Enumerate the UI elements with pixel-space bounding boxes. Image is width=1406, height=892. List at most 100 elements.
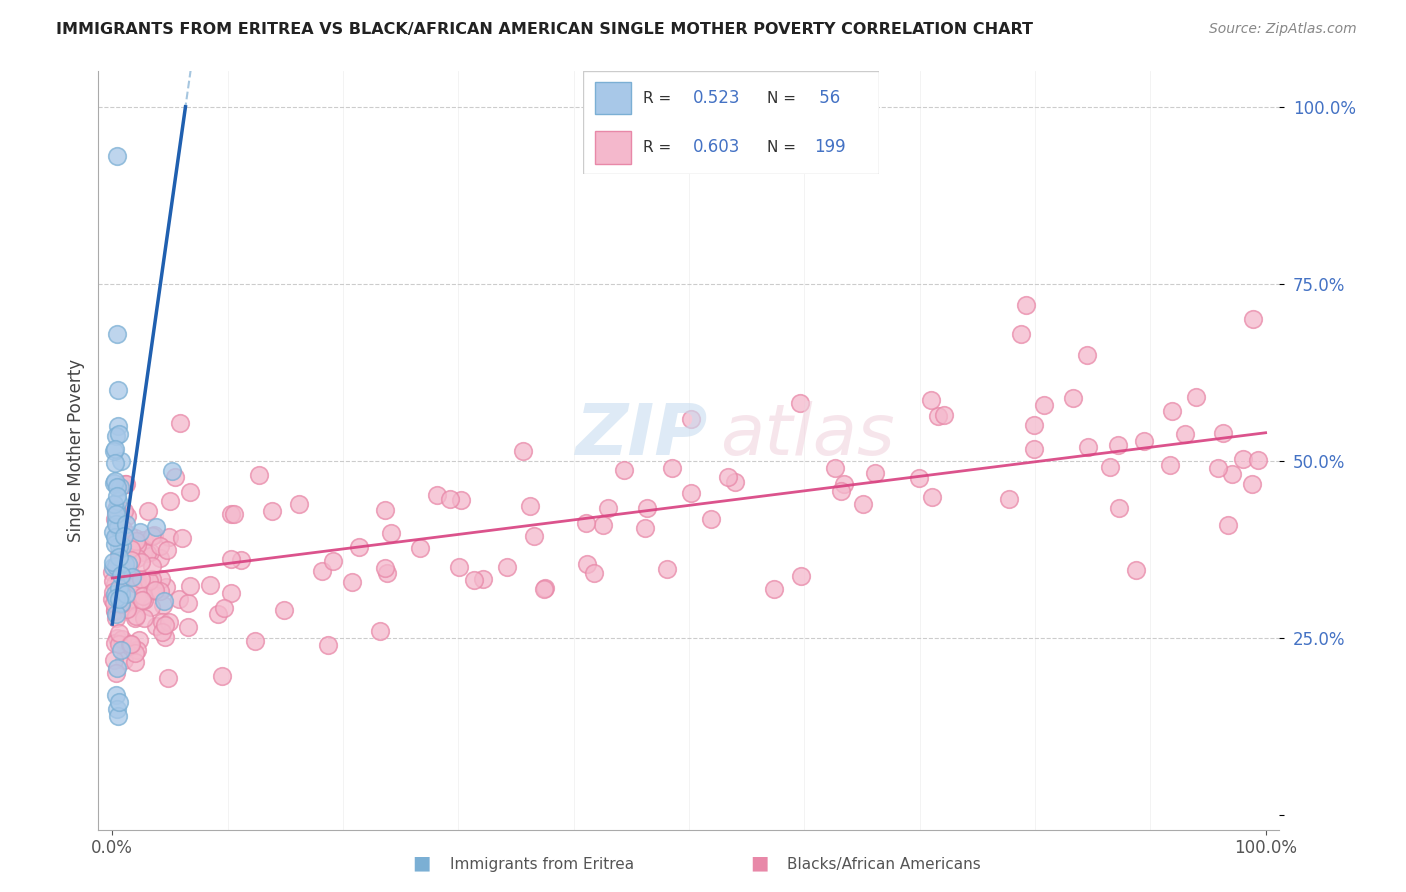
Point [114, 477, 136, 491]
Point [1174, 426, 1197, 441]
Point [115, 517, 138, 532]
Point [198, 578, 221, 592]
Point [1125, 563, 1147, 577]
Point [523, 529, 546, 543]
Point [104, 604, 127, 618]
Point [108, 570, 131, 584]
Point [311, 564, 333, 578]
Point [131, 573, 153, 587]
Point [108, 591, 131, 606]
Point [117, 602, 139, 616]
Text: N =: N = [766, 140, 796, 155]
Point [1022, 442, 1045, 457]
Point [316, 638, 339, 652]
Point [117, 557, 139, 571]
Point [101, 566, 124, 580]
Point [120, 637, 142, 651]
Point [108, 548, 131, 562]
Point [177, 620, 200, 634]
Point [104, 688, 127, 702]
Point [141, 559, 163, 574]
Point [132, 592, 155, 607]
Point [613, 462, 636, 476]
Text: IMMIGRANTS FROM ERITREA VS BLACK/AFRICAN AMERICAN SINGLE MOTHER POVERTY CORRELAT: IMMIGRANTS FROM ERITREA VS BLACK/AFRICAN… [56, 22, 1033, 37]
Point [115, 508, 138, 523]
Point [105, 502, 128, 516]
Point [1133, 434, 1156, 449]
Point [105, 631, 128, 645]
Point [107, 494, 129, 508]
Point [112, 529, 135, 543]
Point [103, 475, 125, 490]
Point [104, 428, 127, 442]
Point [247, 468, 270, 483]
Point [107, 557, 129, 571]
Point [1077, 440, 1099, 454]
Point [1108, 501, 1130, 516]
Text: ■: ■ [412, 854, 432, 872]
Bar [595, 81, 631, 114]
Point [450, 492, 472, 507]
Point [125, 536, 148, 550]
Point [110, 596, 132, 610]
Point [131, 555, 153, 569]
Point [1246, 453, 1268, 467]
Point [219, 507, 242, 521]
Point [170, 531, 193, 545]
Point [108, 695, 131, 709]
Point [824, 461, 846, 475]
Point [110, 597, 132, 611]
Point [104, 636, 127, 650]
Point [322, 554, 344, 568]
Point [118, 591, 141, 606]
Point [107, 520, 129, 534]
Point [105, 531, 128, 545]
Point [153, 593, 176, 607]
Text: R =: R = [643, 90, 671, 105]
Point [105, 661, 128, 675]
Point [141, 599, 163, 614]
Point [103, 497, 125, 511]
Point [125, 643, 148, 657]
Bar [595, 131, 631, 163]
Point [681, 411, 703, 425]
Point [219, 551, 242, 566]
Point [101, 592, 124, 607]
Point [342, 575, 364, 590]
Point [112, 504, 135, 518]
Point [139, 545, 162, 559]
Point [1076, 348, 1098, 362]
Point [111, 522, 134, 536]
Point [135, 546, 157, 560]
Point [155, 580, 177, 594]
Point [105, 702, 128, 716]
Point [921, 491, 943, 505]
Point [105, 559, 128, 574]
Point [107, 625, 129, 640]
Point [105, 489, 128, 503]
Point [107, 418, 129, 433]
Point [145, 520, 167, 534]
Point [789, 396, 811, 410]
Point [104, 591, 127, 605]
Point [1185, 390, 1208, 404]
Point [122, 539, 145, 553]
Point [104, 512, 127, 526]
Point [219, 586, 242, 600]
Text: ZIP: ZIP [575, 401, 707, 470]
Point [107, 581, 129, 595]
Point [124, 646, 146, 660]
Point [143, 528, 166, 542]
Point [104, 603, 127, 617]
Point [512, 443, 534, 458]
Point [124, 531, 146, 545]
Point [124, 537, 146, 551]
Point [150, 615, 173, 629]
Point [104, 530, 127, 544]
Point [132, 533, 155, 547]
Point [592, 518, 614, 533]
Point [107, 529, 129, 543]
Point [1216, 518, 1239, 533]
Point [790, 569, 813, 583]
Point [101, 574, 124, 588]
